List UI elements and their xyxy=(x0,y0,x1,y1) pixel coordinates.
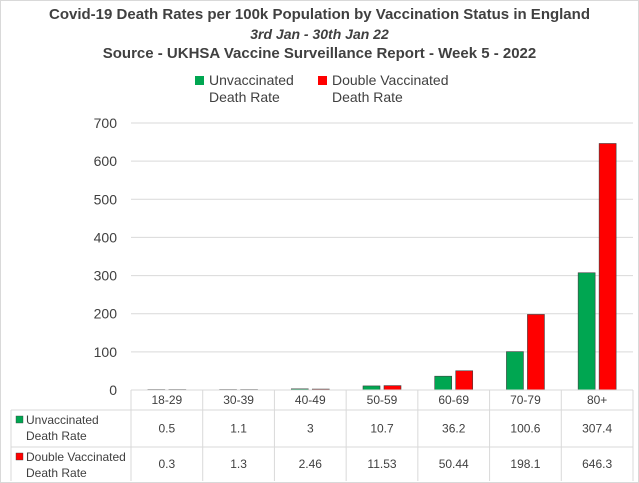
x-tick-label: 40-49 xyxy=(295,393,326,407)
y-tick-label: 400 xyxy=(94,229,118,245)
chart-title: Covid-19 Death Rates per 100k Population… xyxy=(49,6,590,23)
table-legend-key xyxy=(15,415,24,424)
bar-unvaccinated xyxy=(506,351,524,391)
data-label: 3 xyxy=(307,422,314,436)
data-label: 646.3 xyxy=(582,457,612,471)
x-tick-label: 80+ xyxy=(587,393,607,407)
table-legend-key xyxy=(15,452,24,461)
chart-date-range: 3rd Jan - 30th Jan 22 xyxy=(250,26,389,42)
bar-unvaccinated xyxy=(577,272,596,391)
data-label: 100.6 xyxy=(510,422,540,436)
data-label: 11.53 xyxy=(367,457,396,471)
data-label: 307.4 xyxy=(582,422,612,436)
legend-label-double-vaccinated: Double Vaccinated Death Rate xyxy=(332,72,449,105)
table-row-label: Unvaccinated xyxy=(26,413,99,427)
table-row-label: Death Rate xyxy=(26,429,87,443)
y-tick-label: 300 xyxy=(94,268,118,284)
bar-double-vaccinated xyxy=(383,385,402,391)
data-label: 2.46 xyxy=(299,457,323,471)
y-tick-label: 700 xyxy=(94,115,118,131)
data-label: 1.3 xyxy=(230,457,247,471)
bar-double-vaccinated xyxy=(527,314,545,391)
x-tick-label: 18-29 xyxy=(152,393,183,407)
data-label: 198.1 xyxy=(510,457,540,471)
data-label: 36.2 xyxy=(442,422,466,436)
y-tick-label: 0 xyxy=(109,382,117,398)
bar-double-vaccinated xyxy=(598,143,617,391)
table-row-label: Death Rate xyxy=(26,466,87,480)
x-tick-label: 70-79 xyxy=(510,393,541,407)
bar-unvaccinated xyxy=(434,375,453,391)
bar-unvaccinated xyxy=(362,385,381,391)
chart-source: Source - UKHSA Vaccine Surveillance Repo… xyxy=(102,45,537,62)
data-label: 0.5 xyxy=(159,422,176,436)
y-tick-label: 600 xyxy=(94,153,118,169)
x-tick-label: 50-59 xyxy=(367,393,398,407)
legend-label-unvaccinated: Unvaccinated Death Rate xyxy=(209,72,294,105)
table-row-label: Double Vaccinated xyxy=(26,450,126,464)
data-label: 10.7 xyxy=(370,422,394,436)
x-tick-label: 30-39 xyxy=(223,393,254,407)
y-tick-label: 100 xyxy=(94,344,118,360)
y-tick-label: 200 xyxy=(94,306,118,322)
bar-double-vaccinated xyxy=(455,370,474,391)
data-label: 50.44 xyxy=(439,457,469,471)
data-label: 1.1 xyxy=(230,422,247,436)
x-tick-label: 60-69 xyxy=(438,393,469,407)
legend-swatch-unvaccinated xyxy=(195,76,204,85)
legend-swatch-double-vaccinated xyxy=(318,76,327,85)
data-label: 0.3 xyxy=(159,457,176,471)
y-tick-label: 500 xyxy=(94,191,118,207)
